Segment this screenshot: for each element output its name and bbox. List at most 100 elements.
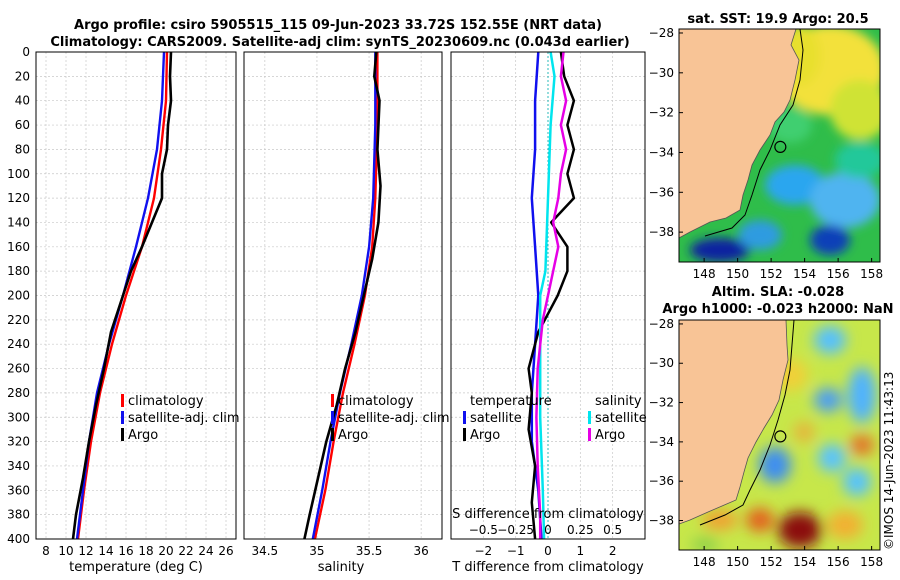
legend-climatology-swatch (121, 394, 124, 407)
temperature-ytick-label: 0 (22, 45, 30, 59)
temperature-ytick-label: 180 (7, 264, 30, 278)
temperature-ytick-label: 120 (7, 191, 30, 205)
difference-x2tick-label: 0 (544, 523, 552, 537)
difference-xtick-label: −2 (474, 544, 492, 558)
sst-map-ytick-label: −36 (649, 185, 674, 199)
temperature-ytick-label: 280 (7, 386, 30, 400)
sla-map-ytick-label: −38 (649, 514, 674, 528)
temperature-ytick-label: 320 (7, 435, 30, 449)
sla-map-xtick-label: 154 (793, 555, 816, 569)
temperature-panel: 0 20 40 60 80 100 120 140 160 180 200 220 240 260 280 3… (7, 45, 240, 575)
sla-map-xtick-label: 156 (827, 555, 850, 569)
temperature-ytick-label: 340 (7, 459, 30, 473)
difference-xtick-label: 2 (609, 544, 617, 558)
legend-salinity-argo-label: Argo (595, 428, 625, 443)
salinity-xlabel: salinity (318, 560, 365, 575)
salinity-difference-legend: salinity satellite Argo (588, 394, 647, 443)
argo-position-marker (774, 140, 787, 153)
salinity-series-argo (303, 52, 382, 539)
salinity-xtick-label: 34.5 (251, 544, 278, 558)
legend-satellite-label: satellite-adj. clim (128, 411, 240, 426)
imos-credit: ©IMOS 14-Jun-2023 11:43:13 (882, 372, 896, 550)
legend-satellite-swatch (331, 411, 334, 424)
sst-map-ytick-label: −28 (649, 26, 674, 40)
salinity-xtick-label: 35.5 (356, 544, 383, 558)
sst-map-xtick-label: 154 (793, 267, 816, 281)
temperature-series-climatology (76, 52, 169, 539)
sst-map-panel: sat. SST: 19.9 Argo: 20.5 148 150 152 154 15… (649, 12, 883, 281)
legend-climatology-label: climatology (338, 394, 414, 409)
temperature-ytick-label: 400 (7, 532, 30, 546)
legend-salinity-satellite-label: satellite (595, 411, 647, 426)
sla-land (679, 320, 788, 524)
sst-land (679, 29, 799, 238)
legend-salinity-title: salinity (595, 394, 642, 409)
sst-map-ytick-label: −30 (649, 66, 674, 80)
sla-map-xtick-label: 158 (860, 555, 883, 569)
legend-argo-label: Argo (338, 428, 368, 443)
sst-coastline (679, 29, 800, 239)
temperature-ytick-label: 60 (15, 118, 30, 132)
temperature-ytick-label: 380 (7, 508, 30, 522)
sla-map-xtick-label: 148 (693, 555, 716, 569)
salinity-difference-label: S difference from climatology (452, 507, 644, 522)
sla-coastline (679, 320, 789, 525)
legend-climatology-swatch (331, 394, 334, 407)
temperature-ytick-label: 300 (7, 410, 30, 424)
sla-map-ytick-label: −30 (649, 356, 674, 370)
legend-argo-label: Argo (128, 428, 158, 443)
temperature-xtick-label: 22 (178, 544, 193, 558)
sla-map-title-line1: Altim. SLA: -0.028 (712, 285, 844, 300)
temperature-ytick-label: 360 (7, 483, 30, 497)
salinity-series-satellite-adj-clim (311, 52, 377, 539)
figure-title-line1: Argo profile: csiro 5905515_115 09-Jun-2… (74, 18, 602, 33)
temperature-series-argo (71, 52, 173, 539)
sst-map-xtick-label: 152 (760, 267, 783, 281)
sst-map-xtick-label: 150 (726, 267, 749, 281)
sst-map-ytick-label: −34 (649, 145, 674, 159)
difference-series-salinity-satellite (538, 52, 556, 539)
sla-map-xtick-label: 150 (726, 555, 749, 569)
difference-series-salinity-Argo (535, 52, 568, 539)
temperature-xtick-label: 8 (42, 544, 50, 558)
temperature-difference-legend: temperature satellite Argo (463, 394, 552, 443)
difference-x2tick-label: −0.25 (497, 523, 534, 537)
temperature-xtick-label: 18 (138, 544, 153, 558)
legend-temperature-argo-swatch (463, 428, 466, 441)
difference-xtick-label: −1 (507, 544, 525, 558)
temperature-xtick-label: 26 (218, 544, 233, 558)
temperature-ytick-label: 160 (7, 240, 30, 254)
temperature-xtick-label: 14 (98, 544, 113, 558)
sst-map-ytick-label: −38 (649, 225, 674, 239)
sst-map-xtick-label: 158 (860, 267, 883, 281)
difference-xtick-label: 0 (544, 544, 552, 558)
difference-x2tick-label: −0.5 (469, 523, 498, 537)
temperature-ytick-label: 80 (15, 142, 30, 156)
sst-map-xtick-label: 156 (827, 267, 850, 281)
temperature-ytick-label: 260 (7, 362, 30, 376)
sla-map-ytick-label: −34 (649, 435, 674, 449)
sla-isobath (699, 320, 795, 526)
sla-map-title-line2: Argo h1000: -0.023 h2000: NaN (662, 302, 893, 317)
temperature-xlabel: temperature (deg C) (69, 560, 203, 575)
legend-temperature-argo-label: Argo (470, 428, 500, 443)
salinity-legend: climatology satellite-adj. clim Argo (331, 394, 450, 443)
temperature-ytick-label: 240 (7, 337, 30, 351)
temperature-ytick-label: 200 (7, 289, 30, 303)
legend-salinity-argo-swatch (588, 428, 591, 441)
temperature-ytick-label: 140 (7, 215, 30, 229)
legend-salinity-satellite-swatch (588, 411, 591, 424)
sla-map-ytick-label: −32 (649, 396, 674, 410)
difference-series-temperature-Argo (527, 52, 576, 539)
temperature-xtick-label: 24 (198, 544, 213, 558)
difference-x2tick-label: 0.5 (603, 523, 622, 537)
legend-temperature-title: temperature (470, 394, 552, 409)
difference-xtick-label: 1 (577, 544, 585, 558)
temperature-ytick-label: 100 (7, 167, 30, 181)
sla-map-ytick-label: −28 (649, 317, 674, 331)
temperature-ytick-label: 20 (15, 69, 30, 83)
sla-map-xtick-label: 152 (760, 555, 783, 569)
sst-field (690, 29, 880, 262)
difference-x2tick-label: 0.25 (567, 523, 594, 537)
